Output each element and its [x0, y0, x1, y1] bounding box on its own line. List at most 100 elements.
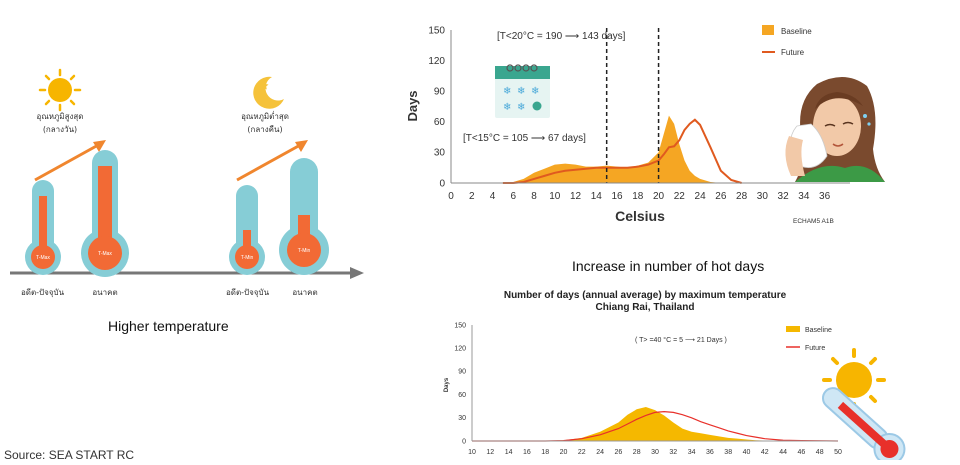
thermometer-icon [821, 387, 906, 460]
c1-series-future-line [502, 118, 742, 184]
c1-ytick-1: 30 [434, 148, 446, 159]
c2-xtick-13: 36 [706, 449, 714, 456]
thermometer-past-tmin [229, 185, 265, 275]
c1-x-label: Celsius [615, 208, 665, 224]
c2-ytick-1: 30 [458, 415, 466, 422]
c2-ytick-3: 90 [458, 369, 466, 376]
c1-xtick-8: 16 [611, 191, 623, 202]
c1-xtick-3: 6 [510, 191, 516, 202]
c2-xtick-14: 38 [724, 449, 732, 456]
c1-annotation-15: [T<15°C = 105 ⟶ 67 days] [463, 133, 586, 144]
c2-xtick-10: 30 [651, 449, 659, 456]
c2-xtick-7: 24 [596, 449, 604, 456]
c2-annotation: ( T> =40 °C = 5 ⟶ 21 Days ) [635, 336, 727, 344]
c2-xtick-16: 42 [761, 449, 769, 456]
c1-xtick-2: 4 [490, 191, 496, 202]
thermometer-future-tmax [81, 150, 129, 277]
thermometer-past-tmax [25, 180, 61, 275]
timeline-label-future-2: อนาคต [292, 288, 318, 297]
hot-days-caption: Increase in number of hot days [572, 258, 765, 274]
c2-legend-future: Future [805, 345, 825, 352]
thermo-label-3: T-Min [241, 255, 254, 261]
svg-text:❄: ❄ [517, 86, 525, 97]
c1-xtick-13: 26 [715, 191, 727, 202]
c1-xtick-11: 22 [674, 191, 686, 202]
c2-ytick-2: 60 [458, 392, 466, 399]
c2-subtitle: Chiang Rai, Thailand [595, 302, 695, 313]
night-temperature-label: อุณหภูมิต่ำสุด [241, 112, 289, 121]
c1-xtick-17: 34 [798, 191, 810, 202]
c1-xtick-6: 12 [570, 191, 582, 202]
timeline-label-future-1: อนาคต [92, 288, 118, 297]
c1-xtick-5: 10 [549, 191, 561, 202]
thermo-label-2: T-Max [98, 251, 112, 257]
svg-text:❄: ❄ [517, 102, 525, 113]
c1-ytick-3: 90 [434, 87, 446, 98]
c1-xtick-15: 30 [757, 191, 769, 202]
c1-ytick-5: 150 [428, 25, 445, 36]
c1-xtick-0: 0 [448, 191, 454, 202]
c2-xtick-2: 14 [505, 449, 513, 456]
c2-title: Number of days (annual average) by maxim… [503, 290, 787, 301]
higher-temperature-illustration: T-Max T-Max T-Min T-Min [10, 68, 364, 279]
sweating-woman-illustration [785, 76, 885, 182]
day-temperature-sub: (กลางวัน) [42, 125, 78, 134]
rising-arrow-left [34, 140, 106, 182]
c2-xtick-19: 48 [816, 449, 824, 456]
c1-credit: ECHAM5 A1B [793, 218, 834, 225]
c2-xtick-6: 22 [578, 449, 586, 456]
hot-days-chart: 0 2 4 6 8 10 12 14 16 18 20 22 24 26 28 30 32 34 36 030609… [405, 25, 885, 225]
c2-series-baseline-area [472, 406, 838, 441]
c1-xtick-16: 32 [778, 191, 790, 202]
sun-thermometer-illustration [821, 348, 906, 460]
c1-xtick-18: 36 [819, 191, 831, 202]
c2-xtick-9: 28 [633, 449, 641, 456]
svg-text:❄: ❄ [531, 86, 539, 97]
c1-ytick-0: 0 [439, 178, 445, 189]
rising-arrow-right [236, 140, 308, 182]
svg-text:❄: ❄ [503, 102, 511, 113]
c2-ytick-0: 0 [462, 438, 466, 445]
night-temperature-sub: (กลางคืน) [247, 125, 283, 134]
chiang-rai-max-temp-chart: 10 12 14 16 18 20 22 24 26 28 30 32 34 36 38 40 42 44 46 48… [444, 322, 842, 456]
c2-y-label: Days [444, 377, 450, 392]
c2-xtick-17: 44 [779, 449, 787, 456]
c1-ytick-4: 120 [428, 56, 445, 67]
timeline-label-past-2: อดีต-ปัจจุบัน [225, 288, 270, 297]
sun-icon [38, 68, 82, 112]
source-note: Source: SEA START RC [4, 448, 135, 462]
timeline-label-past-1: อดีต-ปัจจุบัน [20, 288, 65, 297]
c1-legend-baseline-swatch [762, 25, 774, 35]
c2-xtick-4: 18 [541, 449, 549, 456]
c1-xtick-9: 18 [632, 191, 644, 202]
c1-xtick-10: 20 [653, 191, 665, 202]
c2-legend-baseline-swatch [786, 326, 800, 332]
thermo-label-1: T-Max [36, 255, 50, 261]
c2-xtick-15: 40 [743, 449, 751, 456]
c1-ytick-2: 60 [434, 117, 446, 128]
c2-xtick-20: 50 [834, 449, 842, 456]
c2-xtick-11: 32 [669, 449, 677, 456]
c2-series-future-line [472, 411, 839, 442]
c2-xtick-18: 46 [798, 449, 806, 456]
c1-series-baseline-area [502, 115, 742, 183]
c2-ytick-5: 150 [454, 322, 466, 329]
c1-legend-baseline: Baseline [781, 27, 812, 36]
c1-y-label: Days [405, 90, 420, 121]
c1-xtick-4: 8 [531, 191, 537, 202]
moon-icon [253, 76, 284, 109]
c2-xtick-8: 26 [615, 449, 623, 456]
c2-xtick-0: 10 [468, 449, 476, 456]
c2-ytick-4: 120 [454, 346, 466, 353]
c2-xtick-3: 16 [523, 449, 531, 456]
svg-text:❄: ❄ [503, 86, 511, 97]
higher-temperature-caption: Higher temperature [108, 318, 229, 334]
c2-xtick-5: 20 [560, 449, 568, 456]
c1-annotation-20: [T<20°C = 190 ⟶ 143 days] [497, 31, 626, 42]
thermometer-future-tmin [279, 158, 329, 275]
snowflake-calendar-icon: ❄ ❄ ❄ ❄ ❄ [495, 64, 550, 118]
c2-xtick-1: 12 [486, 449, 494, 456]
c2-xtick-12: 34 [688, 449, 696, 456]
c2-legend-baseline: Baseline [805, 327, 832, 334]
thermo-label-4: T-Min [298, 248, 311, 254]
